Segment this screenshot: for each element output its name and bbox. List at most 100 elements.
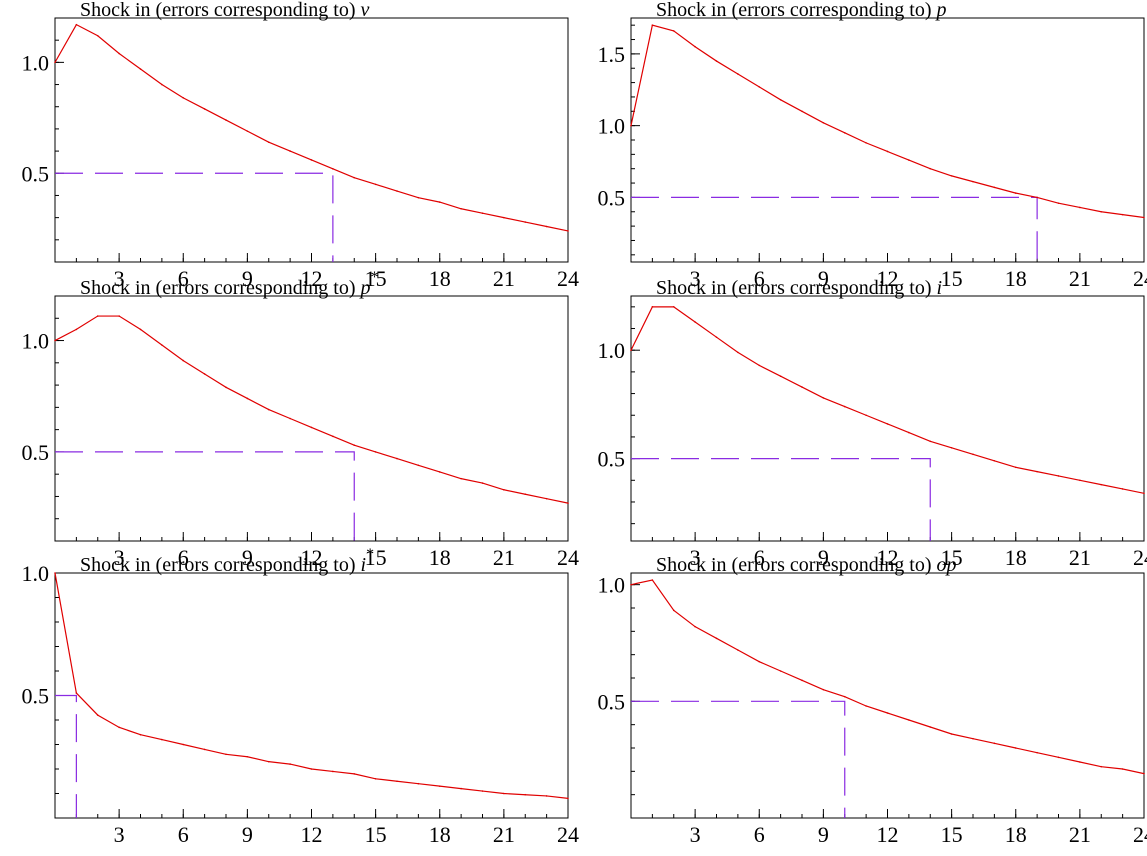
data-point <box>908 431 910 434</box>
half-life-guide <box>55 451 355 541</box>
half-life-guide <box>55 694 77 818</box>
data-point <box>310 426 313 429</box>
chart-panel-4: 3 6 9 12 15 18 21 24 0.5 1.0 Shock in (errors corr… <box>598 277 1147 570</box>
data-point <box>1121 213 1124 216</box>
data-point <box>567 797 569 800</box>
x-tick-label: 3 <box>690 266 701 291</box>
data-point <box>737 649 739 651</box>
panel-title: Shock in (errors corresponding to) op <box>656 554 957 576</box>
data-point <box>1079 206 1081 209</box>
data-point <box>246 130 249 132</box>
data-point <box>694 625 696 628</box>
data-point <box>886 712 889 714</box>
data-point <box>1079 479 1081 482</box>
x-tick-label: 12 <box>301 266 323 291</box>
data-point <box>524 793 527 796</box>
data-point <box>161 738 163 741</box>
data-point <box>438 471 441 473</box>
x-tick-label: 15 <box>365 266 387 291</box>
data-point <box>865 142 867 144</box>
data-point <box>289 150 291 152</box>
data-point <box>139 68 142 70</box>
data-point <box>545 795 548 797</box>
data-point <box>417 196 420 199</box>
data-point <box>1014 747 1017 749</box>
data-point <box>396 190 398 192</box>
x-tick-label: 9 <box>242 545 253 570</box>
y-tick-label: 1.5 <box>598 42 626 67</box>
data-point <box>737 351 739 354</box>
data-point <box>715 637 718 640</box>
data-point <box>801 386 803 388</box>
data-point <box>651 579 654 581</box>
data-point <box>1014 192 1017 194</box>
x-tick-label: 3 <box>690 822 701 847</box>
data-point <box>779 670 782 672</box>
data-point <box>758 86 761 88</box>
x-tick-label: 18 <box>1005 822 1027 847</box>
y-tick-label: 1.0 <box>22 561 50 586</box>
data-point <box>886 150 889 153</box>
data-point <box>310 159 313 161</box>
data-point <box>1143 772 1145 775</box>
panel-title-text: Shock in (errors corresponding to) <box>80 554 361 576</box>
x-tick-label: 3 <box>114 822 125 847</box>
panel-title: Shock in (errors corresponding to) v <box>80 0 370 21</box>
x-tick-label: 24 <box>1133 545 1147 570</box>
response-series-line <box>54 315 569 504</box>
plot-frame <box>630 295 1145 542</box>
data-point <box>715 336 718 338</box>
data-point <box>310 768 313 770</box>
data-point <box>822 121 825 124</box>
data-point <box>139 733 142 736</box>
x-tick-label: 3 <box>114 266 125 291</box>
panel-title-variable: v <box>361 0 370 21</box>
data-point <box>630 349 632 352</box>
data-point <box>332 435 334 438</box>
data-point <box>950 733 953 735</box>
plot-frame <box>54 17 569 263</box>
x-tick-label: 21 <box>1069 266 1091 291</box>
data-point <box>225 753 227 756</box>
data-point <box>417 464 420 467</box>
data-point <box>503 216 505 219</box>
data-point <box>225 386 227 389</box>
x-tick-label: 6 <box>754 545 765 570</box>
panel-title-text: Shock in (errors corresponding to) <box>80 277 361 299</box>
data-point <box>801 679 803 682</box>
half-life-guide <box>631 458 931 541</box>
panel-title-superscript: * <box>366 546 374 563</box>
data-point <box>758 660 761 663</box>
y-tick-label: 0.5 <box>22 440 50 465</box>
x-tick-label: 6 <box>178 822 189 847</box>
data-point <box>672 609 675 612</box>
x-tick-label: 6 <box>754 266 765 291</box>
data-point <box>694 321 696 323</box>
x-tick-label: 24 <box>557 822 579 847</box>
data-point <box>1143 216 1145 219</box>
data-point <box>54 339 56 342</box>
data-point <box>567 230 569 232</box>
panel-title-text: Shock in (errors corresponding to) <box>656 277 937 299</box>
x-tick-label: 12 <box>877 545 899 570</box>
data-point <box>524 493 527 496</box>
x-tick-label: 12 <box>877 266 899 291</box>
response-series-line <box>54 572 569 799</box>
data-point <box>993 742 996 745</box>
data-point <box>1100 765 1103 768</box>
data-point <box>1121 768 1124 770</box>
y-tick-label: 0.5 <box>22 161 50 186</box>
panel-title: Shock in (errors corresponding to) p <box>656 0 947 21</box>
data-point <box>651 306 654 308</box>
x-tick-label: 12 <box>301 822 323 847</box>
data-point <box>1057 475 1060 477</box>
panel-title-variable: i <box>361 554 367 576</box>
y-tick-label: 1.0 <box>22 329 50 354</box>
data-point <box>267 141 270 144</box>
data-point <box>96 714 99 716</box>
data-point <box>929 167 932 170</box>
data-point <box>353 176 356 179</box>
data-point <box>332 770 334 773</box>
data-point <box>993 459 996 462</box>
data-point <box>417 782 420 785</box>
